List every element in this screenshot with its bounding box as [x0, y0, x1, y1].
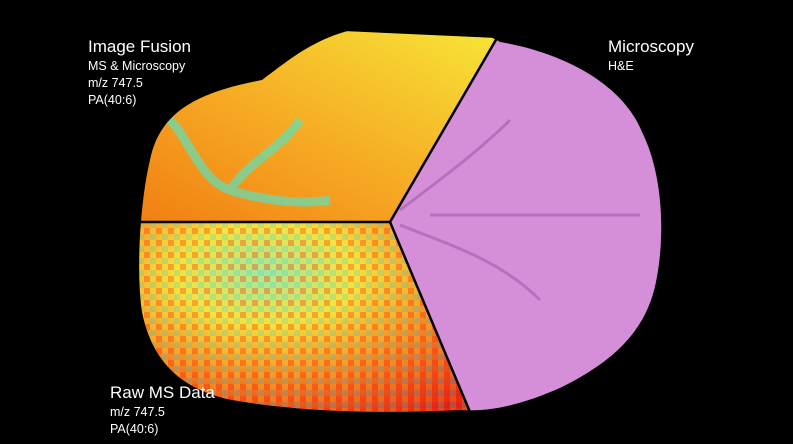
- label-line: PA(40:6): [110, 422, 158, 436]
- brain-image: [139, 23, 662, 412]
- label-line: m/z 747.5: [110, 405, 165, 419]
- label-line: H&E: [608, 59, 634, 73]
- label-line: MS & Microscopy: [88, 59, 186, 73]
- microscopy-region: [390, 23, 662, 412]
- label-title: Microscopy: [608, 37, 694, 56]
- label-title: Image Fusion: [88, 37, 191, 56]
- label-line: PA(40:6): [88, 93, 136, 107]
- label-line: m/z 747.5: [88, 76, 143, 90]
- label-title: Raw MS Data: [110, 383, 215, 402]
